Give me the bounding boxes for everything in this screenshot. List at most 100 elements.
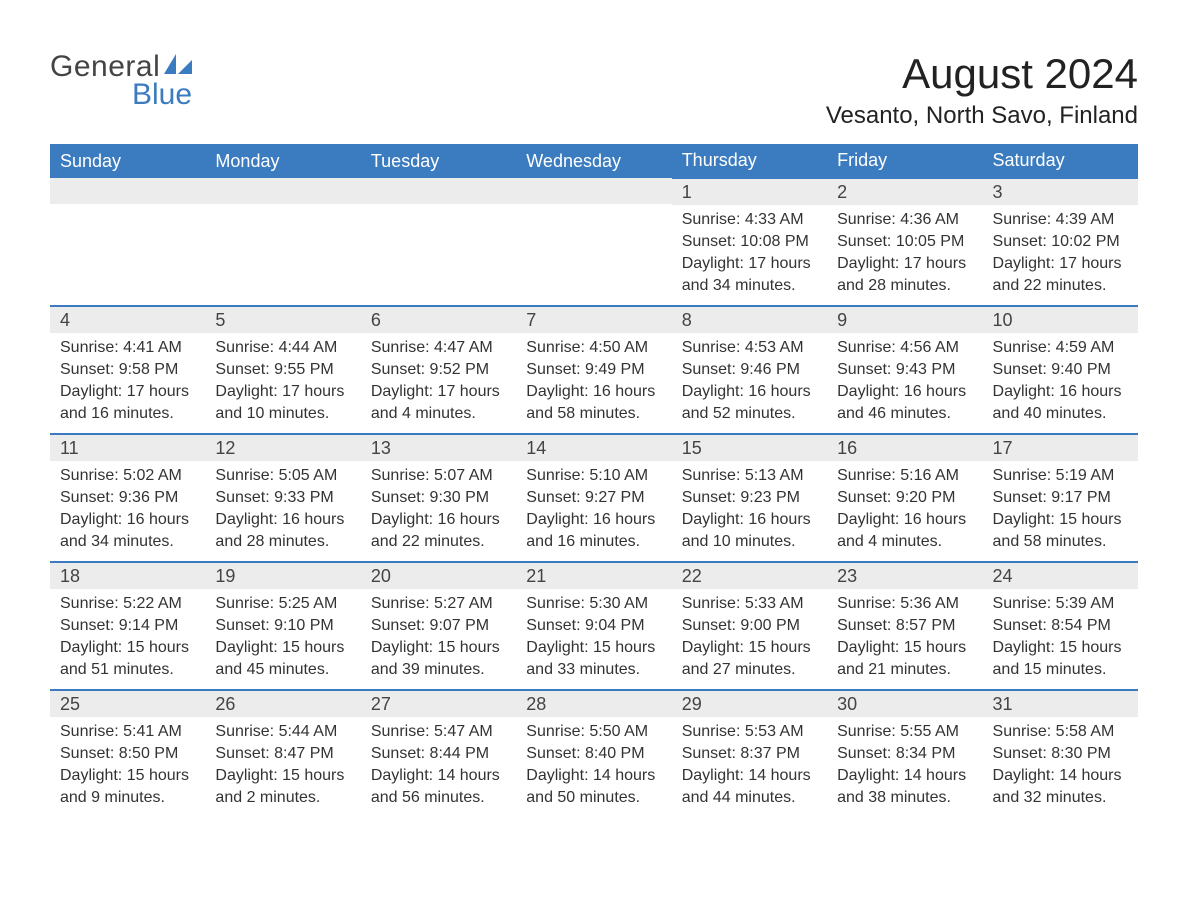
day-number: 6: [361, 307, 516, 333]
sunset-line: Sunset: 9:43 PM: [837, 359, 972, 381]
calendar-row: 1Sunrise: 4:33 AMSunset: 10:08 PMDayligh…: [50, 178, 1138, 306]
sunset-line: Sunset: 9:58 PM: [60, 359, 195, 381]
daylight-line: Daylight: 17 hours and 22 minutes.: [993, 253, 1128, 297]
daylight-line: Daylight: 16 hours and 22 minutes.: [371, 509, 506, 553]
day-number: 23: [827, 563, 982, 589]
weekday-header: Wednesday: [516, 144, 671, 178]
calendar-cell: 19Sunrise: 5:25 AMSunset: 9:10 PMDayligh…: [205, 562, 360, 690]
daylight-line: Daylight: 15 hours and 45 minutes.: [215, 637, 350, 681]
weekday-header: Monday: [205, 144, 360, 178]
daylight-line: Daylight: 16 hours and 40 minutes.: [993, 381, 1128, 425]
daylight-line: Daylight: 16 hours and 28 minutes.: [215, 509, 350, 553]
daylight-line: Daylight: 15 hours and 33 minutes.: [526, 637, 661, 681]
sunrise-line: Sunrise: 5:33 AM: [682, 593, 817, 615]
calendar-cell: 29Sunrise: 5:53 AMSunset: 8:37 PMDayligh…: [672, 690, 827, 817]
daylight-line: Daylight: 14 hours and 44 minutes.: [682, 765, 817, 809]
sunrise-line: Sunrise: 5:36 AM: [837, 593, 972, 615]
sunrise-line: Sunrise: 5:02 AM: [60, 465, 195, 487]
page-title: August 2024: [826, 50, 1138, 98]
daylight-line: Daylight: 16 hours and 4 minutes.: [837, 509, 972, 553]
sunrise-line: Sunrise: 5:55 AM: [837, 721, 972, 743]
sunrise-line: Sunrise: 5:47 AM: [371, 721, 506, 743]
calendar-cell: 30Sunrise: 5:55 AMSunset: 8:34 PMDayligh…: [827, 690, 982, 817]
sunrise-line: Sunrise: 5:53 AM: [682, 721, 817, 743]
calendar-cell: 4Sunrise: 4:41 AMSunset: 9:58 PMDaylight…: [50, 306, 205, 434]
sunrise-line: Sunrise: 5:10 AM: [526, 465, 661, 487]
daylight-line: Daylight: 16 hours and 52 minutes.: [682, 381, 817, 425]
daylight-line: Daylight: 14 hours and 38 minutes.: [837, 765, 972, 809]
logo-word-2: Blue: [132, 78, 192, 112]
daylight-line: Daylight: 16 hours and 58 minutes.: [526, 381, 661, 425]
calendar-cell: 13Sunrise: 5:07 AMSunset: 9:30 PMDayligh…: [361, 434, 516, 562]
calendar-cell: 6Sunrise: 4:47 AMSunset: 9:52 PMDaylight…: [361, 306, 516, 434]
day-number: 9: [827, 307, 982, 333]
sunrise-line: Sunrise: 5:05 AM: [215, 465, 350, 487]
day-number: 31: [983, 691, 1138, 717]
day-details: Sunrise: 5:07 AMSunset: 9:30 PMDaylight:…: [361, 461, 516, 557]
calendar-cell: 31Sunrise: 5:58 AMSunset: 8:30 PMDayligh…: [983, 690, 1138, 817]
sunset-line: Sunset: 8:34 PM: [837, 743, 972, 765]
day-details: Sunrise: 5:36 AMSunset: 8:57 PMDaylight:…: [827, 589, 982, 685]
calendar-cell: 23Sunrise: 5:36 AMSunset: 8:57 PMDayligh…: [827, 562, 982, 690]
calendar-cell: 22Sunrise: 5:33 AMSunset: 9:00 PMDayligh…: [672, 562, 827, 690]
daylight-line: Daylight: 17 hours and 34 minutes.: [682, 253, 817, 297]
calendar-cell: 11Sunrise: 5:02 AMSunset: 9:36 PMDayligh…: [50, 434, 205, 562]
calendar-cell: 12 Sunrise: 5:05 AMSunset: 9:33 PMDayligh…: [205, 434, 360, 562]
empty-day: [205, 178, 360, 204]
calendar-cell: 16Sunrise: 5:16 AMSunset: 9:20 PMDayligh…: [827, 434, 982, 562]
sunrise-line: Sunrise: 4:47 AM: [371, 337, 506, 359]
calendar-cell: 26Sunrise: 5:44 AMSunset: 8:47 PMDayligh…: [205, 690, 360, 817]
daylight-line: Daylight: 16 hours and 46 minutes.: [837, 381, 972, 425]
daylight-line: Daylight: 16 hours and 34 minutes.: [60, 509, 195, 553]
day-details: Sunrise: 4:36 AMSunset: 10:05 PMDaylight…: [827, 205, 982, 301]
day-details: Sunrise: 4:33 AMSunset: 10:08 PMDaylight…: [672, 205, 827, 301]
sunrise-line: Sunrise: 5:13 AM: [682, 465, 817, 487]
calendar-cell: 17Sunrise: 5:19 AMSunset: 9:17 PMDayligh…: [983, 434, 1138, 562]
calendar-row: 25Sunrise: 5:41 AMSunset: 8:50 PMDayligh…: [50, 690, 1138, 817]
sunrise-line: Sunrise: 5:19 AM: [993, 465, 1128, 487]
sunrise-line: Sunrise: 5:44 AM: [215, 721, 350, 743]
day-number: 10: [983, 307, 1138, 333]
sunset-line: Sunset: 9:33 PM: [215, 487, 350, 509]
day-number: 24: [983, 563, 1138, 589]
day-details: Sunrise: 5:58 AMSunset: 8:30 PMDaylight:…: [983, 717, 1138, 813]
daylight-line: Daylight: 15 hours and 15 minutes.: [993, 637, 1128, 681]
daylight-line: Daylight: 17 hours and 4 minutes.: [371, 381, 506, 425]
day-number: 18: [50, 563, 205, 589]
day-number: 13: [361, 435, 516, 461]
day-details: Sunrise: 5:30 AMSunset: 9:04 PMDaylight:…: [516, 589, 671, 685]
calendar-cell: [516, 178, 671, 306]
day-details: Sunrise: 5:27 AMSunset: 9:07 PMDaylight:…: [361, 589, 516, 685]
sunrise-line: Sunrise: 4:36 AM: [837, 209, 972, 231]
sunrise-line: Sunrise: 4:53 AM: [682, 337, 817, 359]
sunset-line: Sunset: 10:05 PM: [837, 231, 972, 253]
daylight-line: Daylight: 15 hours and 39 minutes.: [371, 637, 506, 681]
calendar-cell: 28Sunrise: 5:50 AMSunset: 8:40 PMDayligh…: [516, 690, 671, 817]
sunset-line: Sunset: 9:20 PM: [837, 487, 972, 509]
sunrise-line: Sunrise: 5:39 AM: [993, 593, 1128, 615]
sunrise-line: Sunrise: 4:39 AM: [993, 209, 1128, 231]
daylight-line: Daylight: 16 hours and 10 minutes.: [682, 509, 817, 553]
sunset-line: Sunset: 9:46 PM: [682, 359, 817, 381]
day-details: Sunrise: 5:22 AMSunset: 9:14 PMDaylight:…: [50, 589, 205, 685]
sunset-line: Sunset: 9:10 PM: [215, 615, 350, 637]
sunset-line: Sunset: 8:50 PM: [60, 743, 195, 765]
day-number: 5: [205, 307, 360, 333]
calendar-cell: 8Sunrise: 4:53 AMSunset: 9:46 PMDaylight…: [672, 306, 827, 434]
calendar-cell: 15Sunrise: 5:13 AMSunset: 9:23 PMDayligh…: [672, 434, 827, 562]
day-details: Sunrise: 5:55 AMSunset: 8:34 PMDaylight:…: [827, 717, 982, 813]
day-number: 12: [205, 435, 360, 461]
calendar-cell: 21Sunrise: 5:30 AMSunset: 9:04 PMDayligh…: [516, 562, 671, 690]
day-number: 7: [516, 307, 671, 333]
day-details: Sunrise: 5:53 AMSunset: 8:37 PMDaylight:…: [672, 717, 827, 813]
day-number: 3: [983, 179, 1138, 205]
day-details: Sunrise: 5:47 AMSunset: 8:44 PMDaylight:…: [361, 717, 516, 813]
day-number: 19: [205, 563, 360, 589]
page-location: Vesanto, North Savo, Finland: [826, 102, 1138, 130]
day-number: 17: [983, 435, 1138, 461]
weekday-header: Friday: [827, 144, 982, 178]
day-number: 21: [516, 563, 671, 589]
sunset-line: Sunset: 9:23 PM: [682, 487, 817, 509]
sunset-line: Sunset: 8:54 PM: [993, 615, 1128, 637]
sunset-line: Sunset: 8:57 PM: [837, 615, 972, 637]
